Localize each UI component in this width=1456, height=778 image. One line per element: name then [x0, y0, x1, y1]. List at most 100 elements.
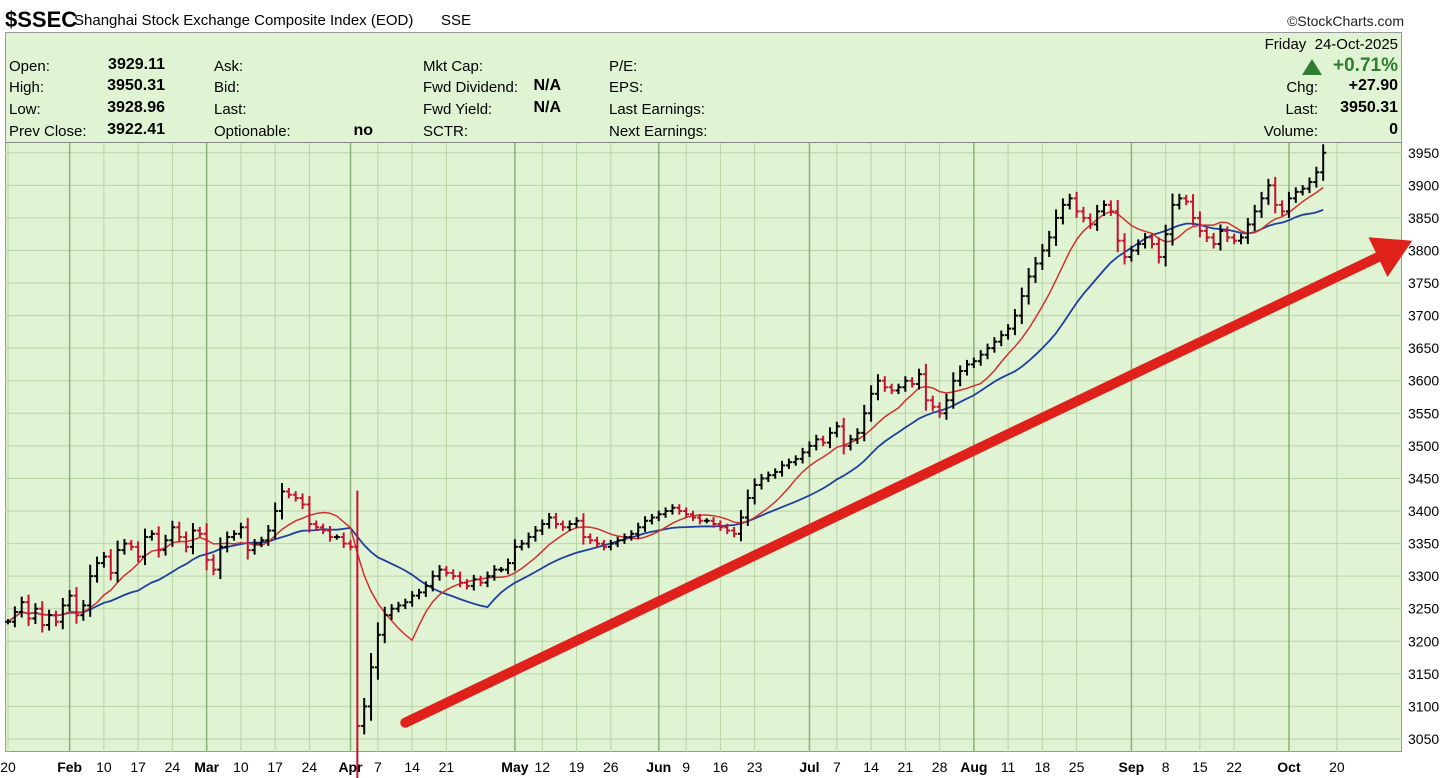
ohlc-bar: [1066, 193, 1073, 210]
symbol: $SSEC: [5, 7, 78, 32]
ohlc-bar: [758, 473, 765, 490]
ohlc-bar: [107, 549, 114, 581]
pe-label: P/E:: [609, 58, 638, 75]
last-price-value: 3950.31: [1340, 99, 1398, 116]
ohlc-bar: [662, 507, 669, 518]
ohlc-bar: [785, 458, 792, 469]
ohlc-bar: [957, 365, 964, 387]
ohlc-bar: [970, 357, 977, 369]
prev-close-label: Prev Close:: [9, 123, 87, 140]
ohlc-bar: [1128, 245, 1135, 262]
ohlc-bar: [395, 601, 402, 613]
x-tick-label: Sep: [1119, 759, 1145, 775]
ohlc-bar: [429, 570, 436, 592]
ohlc-bar: [744, 489, 751, 526]
x-tick-label: Jul: [799, 759, 819, 775]
ohlc-bar: [532, 525, 539, 542]
ohlc-bar: [1101, 200, 1107, 216]
ohlc-bar: [998, 330, 1005, 347]
y-tick-label: 3250: [1408, 601, 1439, 617]
ohlc-bar: [1265, 178, 1272, 205]
x-tick-label: 10: [96, 759, 112, 775]
x-tick-label: 8: [1162, 759, 1170, 775]
ohlc-bar: [18, 596, 25, 618]
ohlc-bar: [1005, 324, 1012, 340]
ohlc-bar: [25, 594, 32, 626]
percent-change: +0.71%: [1333, 55, 1398, 76]
x-tick-label: 20: [0, 759, 16, 775]
ohlc-bar: [436, 565, 443, 581]
ohlc-bar: [443, 566, 450, 577]
x-tick-label: 7: [833, 759, 841, 775]
ohlc-bar: [710, 517, 717, 528]
ohlc-bar: [416, 588, 422, 600]
ohlc-bar: [183, 531, 190, 553]
x-tick-label: 11: [1001, 759, 1016, 775]
y-tick-label: 3800: [1408, 242, 1439, 258]
x-tick-label: Apr: [338, 759, 363, 775]
volume-label: Volume:: [1263, 123, 1318, 140]
ohlc-bar: [52, 610, 59, 627]
open-value: 3929.11: [108, 56, 165, 73]
ohlc-bar: [477, 575, 484, 587]
ohlc-bar: [231, 530, 238, 541]
last-label: Last:: [214, 101, 247, 118]
ohlc-bar: [402, 598, 409, 610]
ohlc-bar: [696, 513, 703, 525]
x-tick-label: Jun: [646, 759, 671, 775]
ohlc-bar: [1217, 224, 1224, 251]
x-tick-label: 17: [130, 759, 146, 775]
ohlc-bar: [1142, 232, 1149, 249]
y-tick-label: 3900: [1408, 177, 1439, 193]
ohlc-bar: [251, 539, 258, 555]
ohlc-bar: [525, 532, 532, 549]
up-triangle-icon: [1302, 59, 1322, 75]
x-tick-label: 12: [535, 759, 551, 775]
ohlc-bar: [546, 512, 553, 529]
ohlc-bar: [498, 567, 505, 573]
fwd-dividend-value: N/A: [533, 77, 561, 94]
ohlc-bar: [724, 523, 731, 535]
ohlc-bar: [155, 526, 162, 558]
ohlc-bar: [799, 447, 806, 464]
ohlc-bar: [39, 601, 46, 633]
ohlc-bar: [1258, 191, 1265, 218]
ohlc-bar: [135, 541, 142, 563]
ohlc-bar: [292, 491, 299, 502]
x-tick-label: 21: [898, 759, 914, 775]
ohlc-bar: [881, 376, 888, 392]
ohlc-bar: [313, 520, 320, 531]
ohlc-bar: [607, 539, 614, 551]
ohlc-bar: [237, 522, 244, 539]
ohlc-bar: [1087, 213, 1094, 229]
ohlc-bar: [1272, 176, 1279, 214]
y-tick-label: 3650: [1408, 340, 1439, 356]
ohlc-bar: [1039, 243, 1046, 271]
x-tick-label: 14: [863, 759, 879, 775]
ohlc-bar: [80, 599, 87, 621]
x-tick-label: Aug: [960, 759, 987, 775]
y-tick-label: 3350: [1408, 536, 1439, 552]
x-tick-label: 26: [603, 759, 619, 775]
ohlc-bar: [463, 579, 470, 590]
ohlc-bar: [285, 487, 292, 499]
ohlc-bar: [594, 536, 601, 548]
ohlc-bar: [326, 525, 333, 542]
ohlc-bar: [128, 539, 135, 551]
x-tick-label: 21: [439, 759, 455, 775]
ohlc-bar: [676, 504, 683, 515]
ohlc-bar: [902, 376, 909, 392]
optionable-value: no: [353, 122, 373, 139]
ohlc-bar: [827, 427, 833, 449]
ohlc-bar: [833, 421, 840, 438]
date-label: Friday 24-Oct-2025: [1264, 36, 1398, 53]
ohlc-bar: [374, 622, 381, 680]
ohlc-bar: [306, 496, 313, 533]
ohlc-bar: [11, 606, 18, 628]
ohlc-bar: [566, 520, 573, 531]
ohlc-bar: [1135, 239, 1142, 256]
ohlc-bar: [874, 374, 881, 401]
ohlc-bar: [73, 587, 80, 624]
copyright[interactable]: ©StockCharts.com: [1287, 13, 1404, 29]
